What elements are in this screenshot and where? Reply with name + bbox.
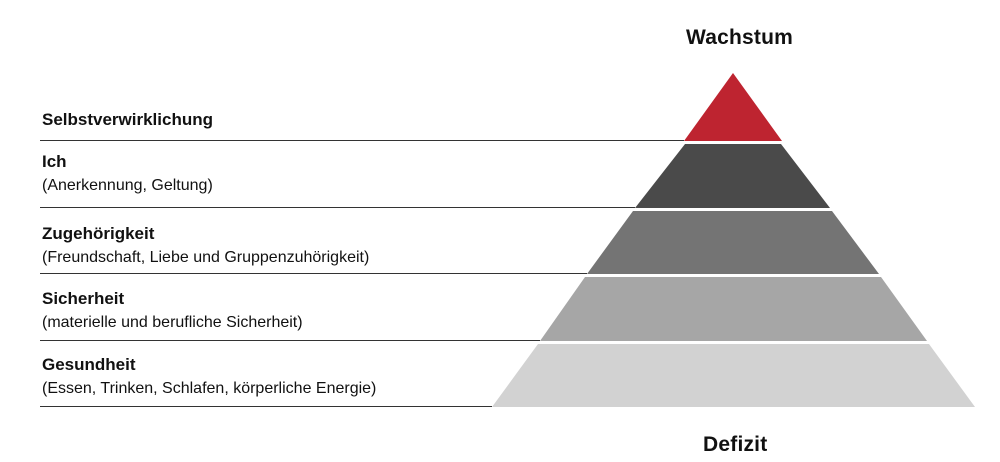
top-label-growth: Wachstum	[686, 26, 793, 49]
level-label-safety: Sicherheit (materielle und berufliche Si…	[42, 287, 303, 335]
divider-line-belonging	[40, 273, 587, 274]
level-title: Ich	[42, 152, 67, 171]
divider-line-self-actualization	[40, 140, 684, 141]
pyramid-level-belonging	[587, 211, 879, 274]
level-label-self-actualization: Selbstverwirklichung	[42, 108, 213, 132]
level-title: Selbstverwirklichung	[42, 110, 213, 129]
level-label-esteem: Ich (Anerkennung, Geltung)	[42, 150, 213, 198]
level-description: (Anerkennung, Geltung)	[42, 177, 213, 194]
bottom-label-deficit: Defizit	[703, 433, 768, 456]
level-label-belonging: Zugehörigkeit (Freundschaft, Liebe und G…	[42, 222, 369, 270]
level-description: (Essen, Trinken, Schlafen, körperliche E…	[42, 380, 377, 397]
level-title: Sicherheit	[42, 289, 125, 308]
pyramid-level-health	[492, 344, 975, 407]
pyramid-level-esteem	[635, 144, 830, 208]
level-label-health: Gesundheit (Essen, Trinken, Schlafen, kö…	[42, 353, 376, 401]
level-description: (materielle und berufliche Sicherheit)	[42, 314, 303, 331]
pyramid-level-safety	[540, 277, 927, 341]
level-title: Gesundheit	[42, 355, 136, 374]
level-title: Zugehörigkeit	[42, 224, 155, 243]
divider-line-safety	[40, 340, 540, 341]
divider-line-health	[40, 406, 492, 407]
divider-line-esteem	[40, 207, 635, 208]
pyramid-level-self-actualization	[684, 73, 782, 141]
level-description: (Freundschaft, Liebe und Gruppenzuhörigk…	[42, 249, 370, 266]
